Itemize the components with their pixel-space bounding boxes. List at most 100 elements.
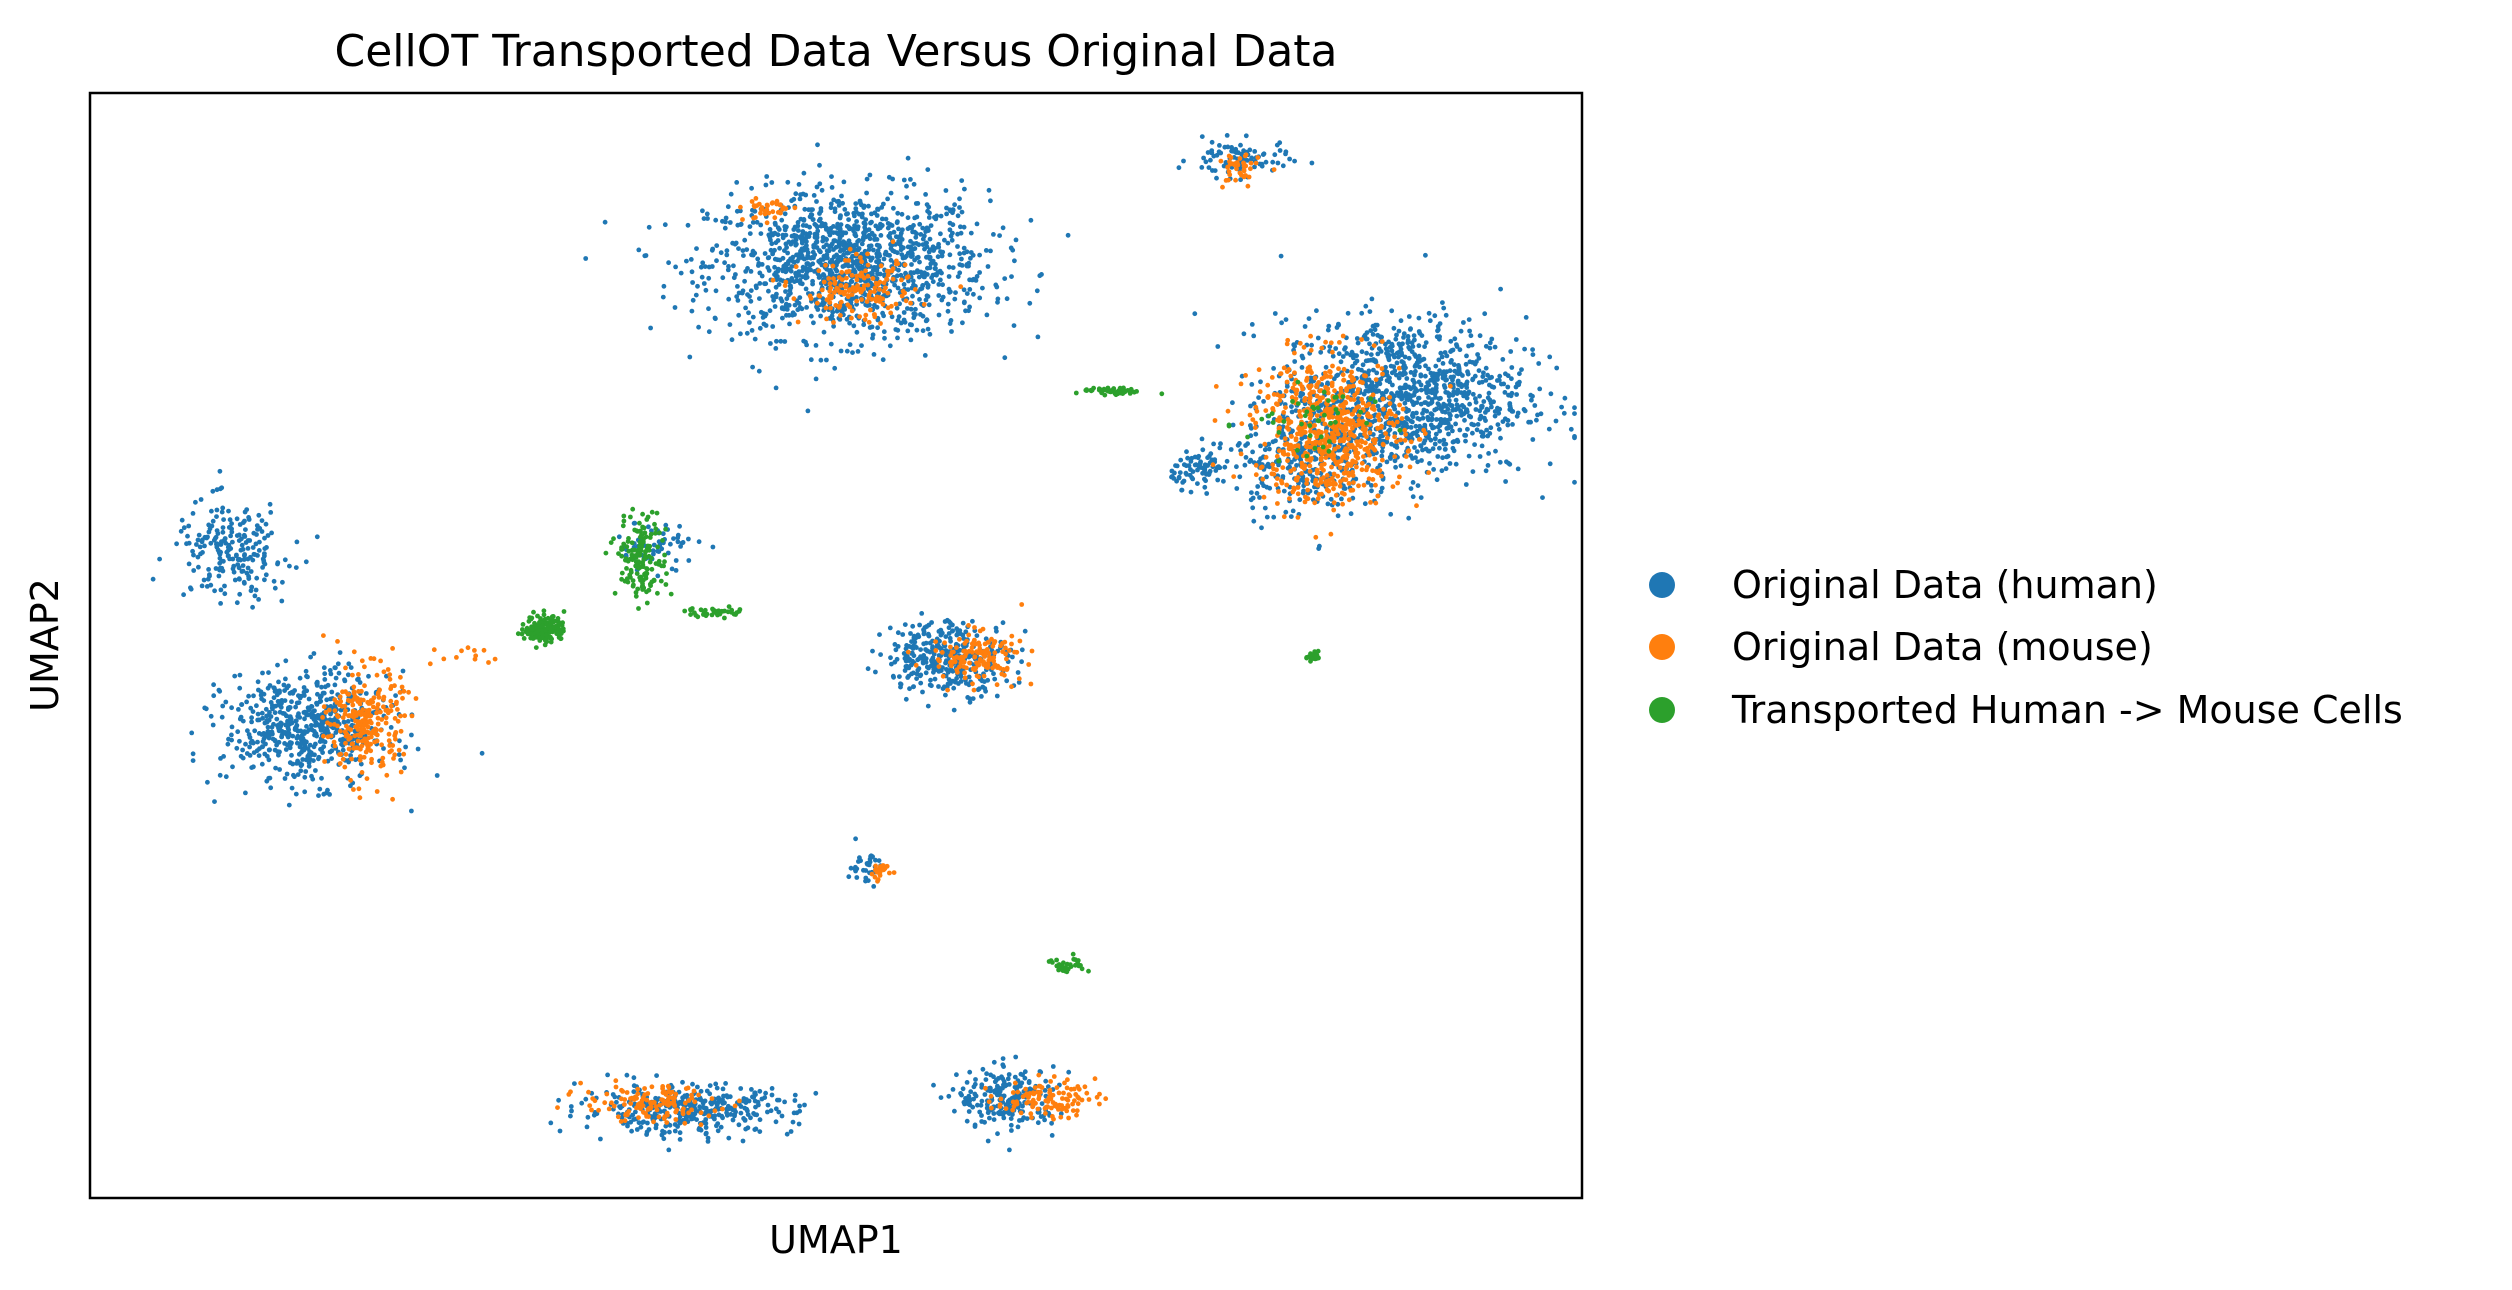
- data-point: [1441, 383, 1447, 388]
- data-point: [1510, 422, 1515, 427]
- data-point: [1256, 395, 1261, 400]
- data-point: [839, 193, 844, 199]
- data-point: [236, 532, 242, 538]
- data-point: [1015, 670, 1021, 675]
- data-point: [974, 274, 980, 279]
- data-point: [1277, 148, 1283, 153]
- data-point: [1489, 404, 1494, 410]
- data-point: [1354, 358, 1360, 364]
- data-point: [704, 211, 710, 217]
- data-point: [875, 325, 880, 331]
- data-point: [363, 691, 369, 696]
- data-point: [1314, 308, 1319, 314]
- data-point: [736, 246, 741, 252]
- data-point: [1530, 437, 1536, 442]
- data-point: [1461, 393, 1466, 399]
- data-point: [1248, 160, 1254, 166]
- data-point: [904, 183, 909, 189]
- data-point: [788, 1129, 794, 1134]
- data-point: [720, 275, 726, 281]
- data-point: [942, 237, 947, 243]
- data-point: [1252, 149, 1258, 154]
- data-point: [314, 534, 320, 540]
- data-point: [271, 695, 277, 701]
- data-point: [1334, 373, 1339, 379]
- data-point: [936, 653, 942, 658]
- data-point: [686, 536, 691, 542]
- data-point: [1249, 155, 1255, 161]
- data-point: [1241, 331, 1247, 337]
- data-point: [765, 1109, 770, 1115]
- data-point: [757, 281, 763, 286]
- data-point: [847, 320, 852, 326]
- data-point: [710, 544, 716, 550]
- data-point: [863, 868, 869, 873]
- data-point: [785, 179, 791, 185]
- data-point: [1393, 464, 1398, 470]
- data-point: [1423, 363, 1428, 369]
- data-point: [985, 264, 991, 269]
- data-point: [690, 1081, 695, 1087]
- data-point: [262, 577, 267, 583]
- data-point: [213, 566, 219, 571]
- data-point: [1432, 313, 1438, 319]
- data-point: [218, 601, 224, 606]
- data-point: [663, 522, 669, 528]
- data-point: [1385, 373, 1390, 378]
- data-point: [849, 263, 855, 269]
- data-point: [984, 1071, 989, 1077]
- data-point: [1379, 448, 1385, 454]
- data-point: [1432, 441, 1438, 447]
- data-point: [1466, 413, 1472, 419]
- data-point: [927, 331, 933, 337]
- data-point: [1389, 348, 1395, 354]
- data-point: [1487, 382, 1492, 388]
- data-point: [677, 1130, 683, 1136]
- data-point: [1368, 352, 1374, 357]
- data-point: [1173, 463, 1178, 468]
- data-point: [1008, 1116, 1014, 1121]
- data-point: [724, 252, 730, 258]
- data-point: [1492, 413, 1498, 419]
- data-point: [1486, 390, 1492, 396]
- data-point: [825, 255, 830, 261]
- data-point: [743, 269, 749, 274]
- data-point: [301, 685, 307, 690]
- data-point: [646, 524, 651, 530]
- data-point: [268, 714, 274, 719]
- data-point: [821, 329, 827, 335]
- data-point: [1218, 158, 1224, 164]
- data-point: [1367, 309, 1373, 314]
- data-point: [641, 1119, 646, 1125]
- data-point: [743, 305, 748, 311]
- data-point: [875, 317, 881, 323]
- data-point: [1473, 399, 1479, 405]
- data-point: [947, 252, 953, 258]
- data-point: [787, 288, 793, 293]
- data-point: [823, 305, 829, 311]
- data-point: [933, 261, 938, 267]
- data-point: [997, 233, 1002, 239]
- data-point: [699, 274, 705, 280]
- data-point: [940, 294, 946, 300]
- data-point: [255, 739, 260, 745]
- data-point: [816, 258, 822, 264]
- data-point: [828, 341, 834, 347]
- data-point: [650, 548, 656, 554]
- data-point: [219, 714, 225, 720]
- data-point: [1446, 431, 1451, 437]
- data-point: [1238, 172, 1244, 178]
- data-point: [818, 357, 824, 363]
- data-point: [851, 267, 857, 273]
- data-point: [199, 583, 205, 589]
- data-point: [1217, 445, 1223, 451]
- data-point: [247, 753, 253, 758]
- data-point: [784, 1131, 790, 1137]
- data-point: [206, 522, 212, 528]
- data-point: [1375, 332, 1381, 338]
- data-point: [1355, 399, 1361, 405]
- data-point: [991, 1059, 997, 1065]
- data-point: [1495, 422, 1501, 427]
- data-point: [1562, 395, 1568, 401]
- data-point: [807, 230, 813, 236]
